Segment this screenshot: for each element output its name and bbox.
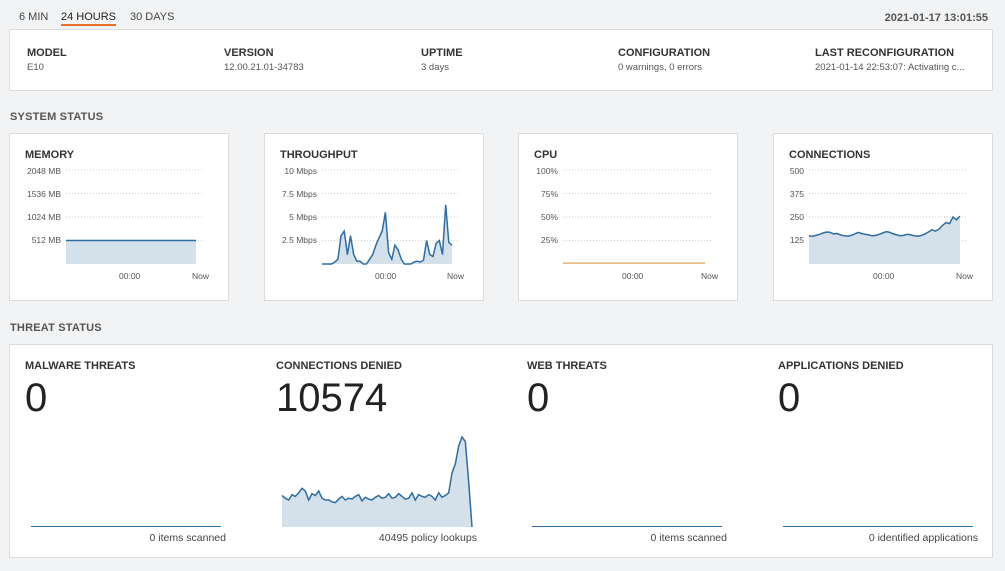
cpu-xtick: 00:00 bbox=[622, 271, 644, 281]
info-panel: MODEL E10 VERSION 12.00.21.01-34783 UPTI… bbox=[9, 29, 993, 91]
system-status-title: SYSTEM STATUS bbox=[10, 111, 104, 123]
connections-ytick: 500 bbox=[789, 166, 804, 176]
cpu-title: CPU bbox=[534, 149, 558, 161]
malware-baseline bbox=[31, 526, 221, 527]
throughput-xtick: Now bbox=[447, 271, 465, 281]
connections-title: CONNECTIONS bbox=[789, 149, 871, 161]
series-area bbox=[809, 216, 960, 264]
throughput-card[interactable]: THROUGHPUT 10 Mbps 7.5 Mbps 5 Mbps 2.5 M… bbox=[264, 133, 484, 301]
memory-ytick: 1536 MB bbox=[26, 189, 61, 199]
connections-ytick: 375 bbox=[789, 189, 804, 199]
policy-lookups: 40495 policy lookups bbox=[378, 532, 477, 544]
memory-xtick: Now bbox=[192, 271, 210, 281]
tab-6-min[interactable]: 6 MIN bbox=[19, 11, 49, 23]
memory-card[interactable]: MEMORY 2048 MB 1536 MB 1024 MB 512 MB 00… bbox=[9, 133, 229, 301]
malware-items-scanned: 0 items scanned bbox=[149, 532, 226, 544]
throughput-xtick: 00:00 bbox=[375, 271, 397, 281]
throughput-ytick: 10 Mbps bbox=[284, 166, 317, 176]
memory-ytick: 512 MB bbox=[31, 235, 61, 245]
info-uptime: UPTIME 3 days bbox=[421, 47, 591, 73]
threat-panel: MALWARE THREATS 0 0 items scanned CONNEC… bbox=[9, 344, 993, 558]
malware-threats-value[interactable]: 0 bbox=[25, 376, 48, 420]
malware-threats-label: MALWARE THREATS bbox=[25, 360, 136, 372]
denied-area bbox=[282, 437, 472, 527]
info-configuration: CONFIGURATION 0 warnings, 0 errors bbox=[618, 47, 788, 73]
timestamp: 2021-01-17 13:01:55 bbox=[884, 12, 988, 24]
tab-24-hours[interactable]: 24 HOURS bbox=[61, 11, 117, 26]
model-label: MODEL bbox=[27, 47, 67, 59]
denied-line bbox=[281, 435, 473, 528]
connections-chart bbox=[808, 169, 966, 264]
connections-xtick: 00:00 bbox=[873, 271, 895, 281]
applications-denied-value[interactable]: 0 bbox=[778, 376, 801, 420]
last-reconfiguration-value: 2021-01-14 22:53:07: Activating c... bbox=[815, 62, 965, 73]
tab-30-days[interactable]: 30 DAYS bbox=[130, 11, 175, 23]
memory-ytick: 1024 MB bbox=[26, 212, 61, 222]
version-label: VERSION bbox=[224, 47, 274, 59]
throughput-title: THROUGHPUT bbox=[280, 149, 358, 161]
connections-denied-chart bbox=[281, 435, 473, 528]
series-area bbox=[66, 240, 196, 264]
info-model: MODEL E10 bbox=[27, 47, 197, 73]
configuration-value: 0 warnings, 0 errors bbox=[618, 62, 702, 73]
cpu-ytick: 100% bbox=[536, 166, 558, 176]
web-threats-baseline bbox=[532, 526, 722, 527]
cpu-chart bbox=[563, 169, 711, 264]
series-line bbox=[808, 215, 961, 237]
web-items-scanned: 0 items scanned bbox=[650, 532, 727, 544]
throughput-ytick: 7.5 Mbps bbox=[282, 189, 317, 199]
memory-title: MEMORY bbox=[25, 149, 75, 161]
uptime-value: 3 days bbox=[421, 62, 449, 73]
connections-card[interactable]: CONNECTIONS 500 375 250 125 00:00 Now bbox=[773, 133, 993, 301]
throughput-ytick: 2.5 Mbps bbox=[282, 235, 317, 245]
cpu-card[interactable]: CPU 100% 75% 50% 25% 00:00 Now bbox=[518, 133, 738, 301]
connections-ytick: 250 bbox=[789, 212, 804, 222]
connections-ytick: 125 bbox=[789, 235, 804, 245]
series-line bbox=[322, 204, 453, 265]
uptime-label: UPTIME bbox=[421, 47, 463, 59]
info-last-reconfiguration: LAST RECONFIGURATION 2021-01-14 22:53:07… bbox=[815, 47, 975, 73]
memory-xtick: 00:00 bbox=[119, 271, 141, 281]
cpu-ytick: 50% bbox=[540, 212, 558, 222]
cpu-xtick: Now bbox=[701, 271, 719, 281]
web-threats-value[interactable]: 0 bbox=[527, 376, 550, 420]
throughput-ytick: 5 Mbps bbox=[289, 212, 317, 222]
memory-ytick: 2048 MB bbox=[26, 166, 61, 176]
connections-denied-value[interactable]: 10574 bbox=[276, 376, 388, 420]
threat-status-title: THREAT STATUS bbox=[10, 322, 102, 334]
info-version: VERSION 12.00.21.01-34783 bbox=[224, 47, 394, 73]
version-value: 12.00.21.01-34783 bbox=[224, 62, 304, 73]
connections-xtick: Now bbox=[956, 271, 974, 281]
last-reconfiguration-label: LAST RECONFIGURATION bbox=[815, 47, 955, 59]
cpu-ytick: 25% bbox=[540, 235, 558, 245]
throughput-chart bbox=[322, 169, 458, 265]
applications-baseline bbox=[783, 526, 973, 527]
web-threats-label: WEB THREATS bbox=[527, 360, 607, 372]
identified-applications: 0 identified applications bbox=[868, 532, 978, 544]
applications-denied-label: APPLICATIONS DENIED bbox=[778, 360, 904, 372]
configuration-label: CONFIGURATION bbox=[618, 47, 711, 59]
model-value: E10 bbox=[27, 62, 44, 73]
memory-chart bbox=[66, 169, 202, 264]
connections-denied-label: CONNECTIONS DENIED bbox=[276, 360, 402, 372]
cpu-ytick: 75% bbox=[540, 189, 558, 199]
